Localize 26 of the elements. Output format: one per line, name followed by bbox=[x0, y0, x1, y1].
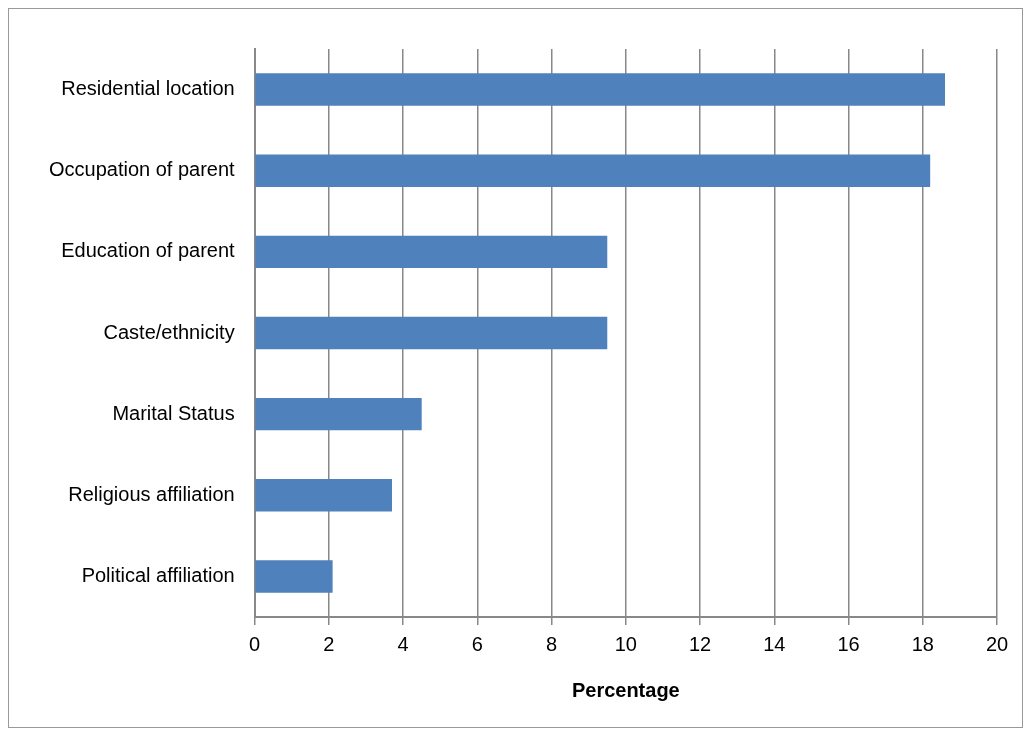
y-tick-label: Marital Status bbox=[112, 401, 235, 424]
x-tick-label: 18 bbox=[911, 632, 934, 655]
y-tick-label: Religious affiliation bbox=[68, 482, 235, 505]
bar bbox=[255, 73, 946, 106]
bar bbox=[255, 560, 333, 593]
y-tick-label: Political affiliation bbox=[81, 563, 235, 586]
x-tick-label: 20 bbox=[985, 632, 1009, 655]
x-tick-label: 8 bbox=[546, 632, 558, 655]
bar bbox=[255, 316, 608, 350]
x-axis-title: Percentage bbox=[571, 678, 680, 701]
y-tick-label: Residential location bbox=[61, 77, 235, 100]
x-tick-label: 2 bbox=[323, 632, 335, 655]
x-tick-label: 4 bbox=[397, 632, 409, 655]
x-tick-label: 16 bbox=[837, 632, 860, 655]
x-tick-label: 12 bbox=[688, 632, 712, 655]
bar bbox=[255, 397, 422, 431]
bar bbox=[255, 235, 608, 269]
bar bbox=[255, 154, 931, 187]
x-tick-label: 0 bbox=[249, 632, 261, 655]
x-tick-label: 14 bbox=[763, 632, 786, 655]
x-tick-label: 10 bbox=[614, 632, 637, 655]
x-tick-label: 6 bbox=[471, 632, 483, 655]
y-tick-label: Occupation of parent bbox=[48, 158, 236, 181]
bar bbox=[255, 479, 392, 512]
y-tick-label: Caste/ethnicity bbox=[103, 320, 235, 343]
y-tick-label: Education of parent bbox=[61, 239, 236, 262]
